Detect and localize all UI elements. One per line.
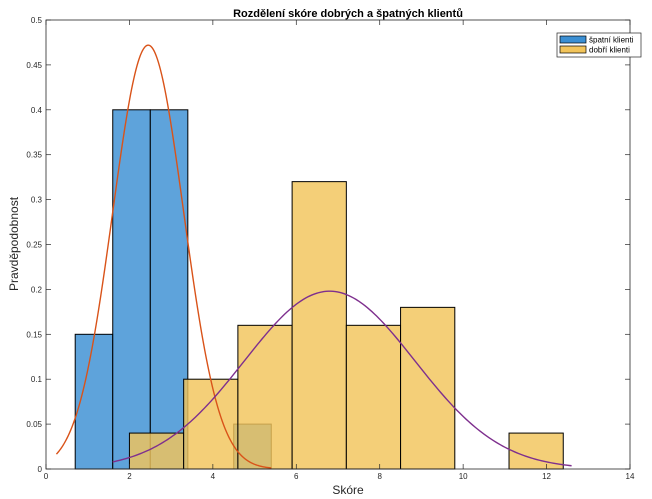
y-tick-label: 0.25 xyxy=(26,241,42,250)
y-tick-label: 0.2 xyxy=(31,285,43,294)
legend: špatní klienti dobří klienti xyxy=(556,32,642,58)
fit-curve-spatni xyxy=(55,44,272,469)
legend-label-dobri: dobří klienti xyxy=(589,46,630,55)
bar-spatni-1 xyxy=(112,109,151,470)
y-tick-label: 0 xyxy=(38,465,43,474)
bar-spatni-2 xyxy=(149,109,189,470)
x-tick-label: 12 xyxy=(542,472,551,481)
x-tick-label: 14 xyxy=(626,472,635,481)
legend-label-spatni: špatní klienti xyxy=(589,36,634,45)
y-tick-label: 0.1 xyxy=(31,375,43,384)
x-tick-label: 6 xyxy=(294,472,299,481)
y-tick-label: 0.4 xyxy=(31,106,43,115)
legend-swatch-dobri xyxy=(559,45,587,54)
x-tick-label: 0 xyxy=(44,472,49,481)
bar-dobri-3 xyxy=(291,181,347,470)
bar-dobri-5 xyxy=(400,306,456,470)
ticks-group: 0 2 4 6 8 10 12 14 0 0.05 0.1 0.15 0.2 0.25 0.3 0.35 0.4… xyxy=(26,16,635,481)
bar-dobri-1 xyxy=(183,378,239,470)
bars-group xyxy=(74,109,564,470)
bar-spatni-0 xyxy=(74,333,114,470)
bar-dobri-2 xyxy=(237,324,293,470)
bar-dobri-4 xyxy=(345,324,402,470)
y-tick-label: 0.15 xyxy=(26,330,42,339)
y-tick-label: 0.5 xyxy=(31,16,43,25)
fit-curve-dobri xyxy=(112,290,572,467)
x-tick-label: 10 xyxy=(459,472,468,481)
y-axis-label: Pravděpodobnost xyxy=(7,196,21,291)
x-tick-label: 4 xyxy=(211,472,216,481)
legend-swatch-spatni xyxy=(559,35,587,44)
x-tick-label: 8 xyxy=(377,472,382,481)
y-tick-label: 0.45 xyxy=(26,61,42,70)
y-tick-label: 0.3 xyxy=(31,196,43,205)
x-axis-label: Skóre xyxy=(332,483,364,497)
curves-group xyxy=(55,44,572,469)
x-tick-label: 2 xyxy=(127,472,132,481)
y-tick-label: 0.05 xyxy=(26,420,42,429)
chart-title: Rozdělení skóre dobrých a špatných klien… xyxy=(233,8,463,20)
y-tick-label: 0.35 xyxy=(26,151,42,160)
bar-dobri-0 xyxy=(128,432,185,470)
